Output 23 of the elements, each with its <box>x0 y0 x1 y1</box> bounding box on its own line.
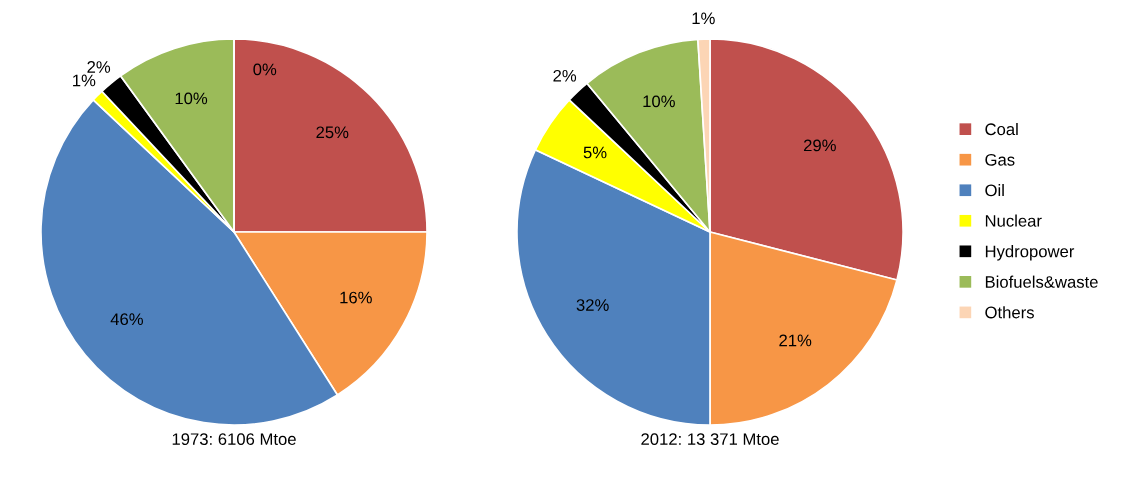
data-label: 21% <box>779 334 812 347</box>
legend-label: Hydropower <box>985 245 1075 261</box>
legend-label: Gas <box>985 153 1015 166</box>
legend-label: Others <box>985 306 1034 319</box>
data-label: 2% <box>87 61 111 73</box>
text: 1973: 6106 Mtoe <box>172 433 296 446</box>
text: 0% <box>253 63 277 76</box>
data-label: 25% <box>316 126 349 139</box>
legend-label: Oil <box>985 184 1004 197</box>
data-label: 2% <box>553 69 577 82</box>
data-label: 5% <box>583 146 607 159</box>
data-label: 10% <box>175 92 208 105</box>
data-label: 1% <box>692 12 715 25</box>
data-label: 46% <box>110 313 143 326</box>
data-label: 29% <box>803 139 836 152</box>
data-label: 10% <box>643 95 675 108</box>
legend-label: Biofuels&waste <box>985 275 1098 288</box>
legend-label: Coal <box>985 122 1018 136</box>
legend-label: Nuclear <box>985 214 1042 227</box>
data-label: 16% <box>340 291 372 304</box>
text: 2012: 13 371 Mtoe <box>641 433 779 446</box>
data-label: 32% <box>576 299 609 311</box>
data-label: 1% <box>73 74 96 87</box>
